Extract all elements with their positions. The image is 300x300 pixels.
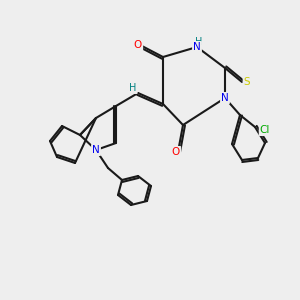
Text: H: H bbox=[129, 83, 137, 93]
Text: N: N bbox=[193, 42, 201, 52]
Text: Cl: Cl bbox=[260, 125, 270, 135]
Text: O: O bbox=[134, 40, 142, 50]
Text: H: H bbox=[195, 37, 203, 47]
Text: N: N bbox=[92, 145, 100, 155]
Text: O: O bbox=[172, 147, 180, 157]
Text: N: N bbox=[221, 93, 229, 103]
Text: S: S bbox=[244, 77, 250, 87]
